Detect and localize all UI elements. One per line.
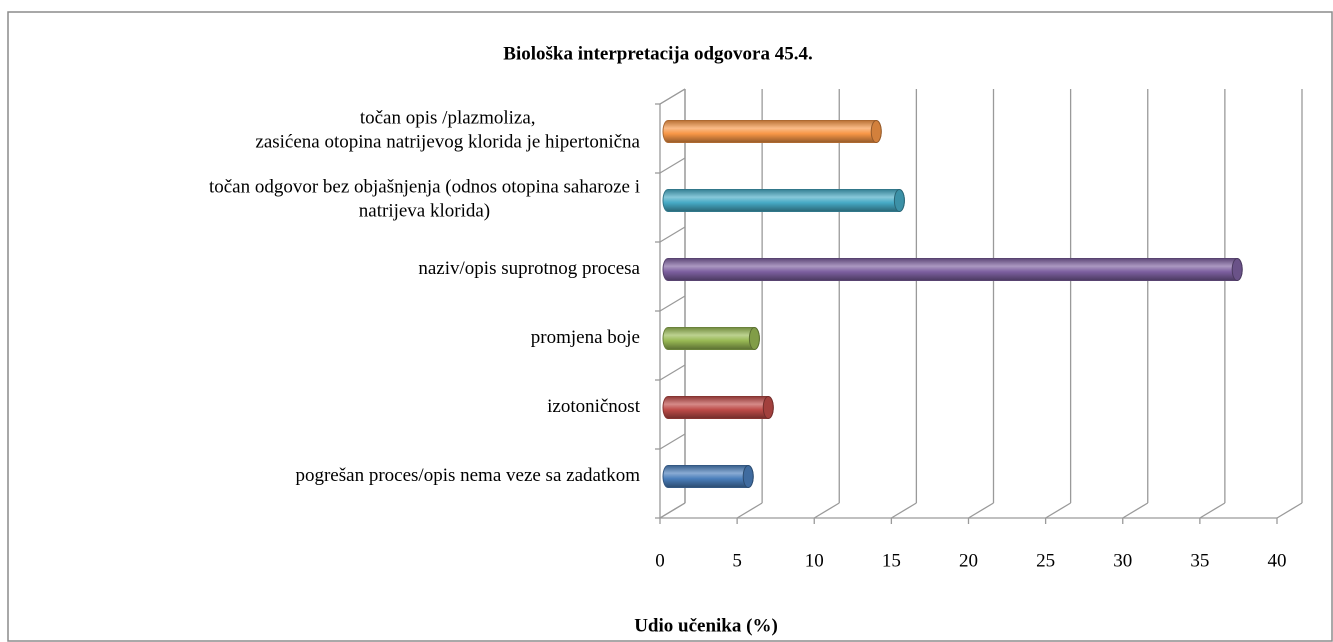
bar-cap: [742, 465, 754, 488]
bar: [662, 258, 1243, 281]
y-tick-label: naziv/opis suprotnog procesa: [418, 258, 640, 279]
wall-floor-line: [659, 364, 686, 381]
bar: [662, 327, 760, 350]
bar-cap: [762, 396, 774, 419]
x-tick-label: 15: [882, 550, 901, 571]
grid-floor-line: [968, 502, 994, 519]
grid-floor-line: [891, 502, 917, 519]
grid-floor-line: [659, 502, 686, 519]
x-tick-label: 40: [1268, 550, 1287, 571]
wall-floor-line: [659, 157, 686, 174]
x-tick-label: 30: [1113, 550, 1132, 571]
wall-floor-line: [659, 433, 686, 450]
grid-floor-line: [1276, 502, 1303, 519]
y-tick-label: pogrešan proces/opis nema veze sa zadatk…: [295, 465, 640, 486]
wall-floor-line: [659, 226, 686, 243]
bar: [662, 465, 754, 488]
grid-floor-line: [1199, 502, 1226, 519]
grid-floor-line: [1045, 502, 1071, 519]
bar-cap: [870, 120, 882, 143]
grid-floor-line: [736, 502, 763, 519]
bar-cap: [748, 327, 760, 350]
bar: [662, 189, 905, 212]
y-tick-label: točan odgovor bez objašnjenja (odnos oto…: [209, 177, 640, 222]
x-tick-label: 10: [805, 550, 824, 571]
x-tick-label: 20: [959, 550, 978, 571]
bar: [662, 396, 774, 419]
wall-floor-line: [659, 295, 686, 312]
bar: [662, 120, 882, 143]
bar-cap: [893, 189, 905, 212]
y-tick-label: točan opis /plazmoliza, zasićena otopina …: [255, 108, 640, 153]
chart-border: [7, 11, 1333, 642]
x-tick-label: 25: [1036, 550, 1055, 571]
grid-floor-line: [1122, 502, 1149, 519]
y-tick-label: izotoničnost: [547, 396, 641, 417]
x-axis-title: Udio učenika (%): [634, 615, 778, 636]
y-tick-label: promjena boje: [531, 327, 640, 348]
bar-cap: [1231, 258, 1243, 281]
x-tick-label: 5: [732, 550, 742, 571]
x-tick-label: 35: [1190, 550, 1209, 571]
grid-floor-line: [813, 502, 840, 519]
chart-title: Biološka interpretacija odgovora 45.4.: [503, 43, 812, 64]
wall-floor-line: [659, 88, 686, 105]
x-tick-label: 0: [655, 550, 665, 571]
